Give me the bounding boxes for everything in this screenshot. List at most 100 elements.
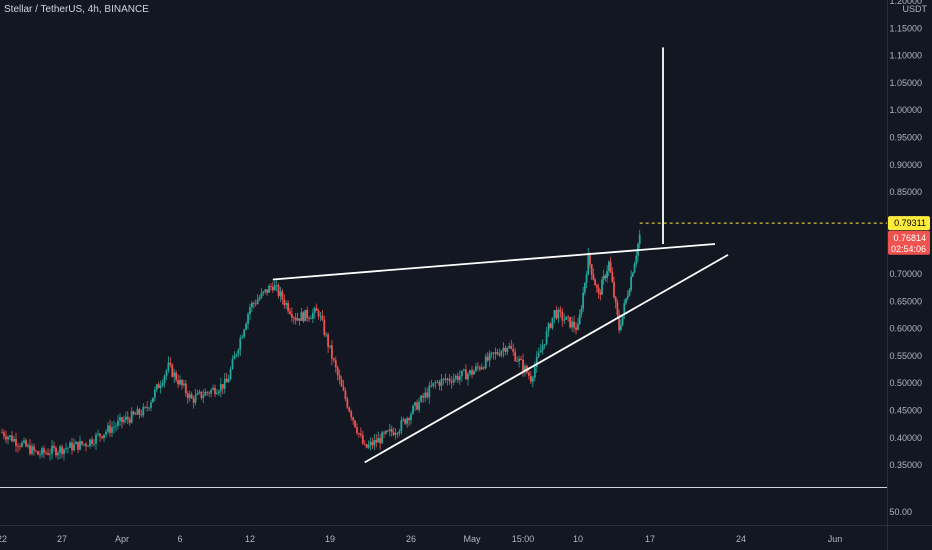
candle-body: [247, 314, 249, 324]
candle-body: [107, 425, 109, 432]
candle-body: [300, 312, 303, 321]
candle-body: [223, 378, 226, 389]
candle-body: [317, 310, 320, 317]
candle-body: [258, 297, 261, 300]
candle-body: [606, 271, 609, 278]
candle-body: [420, 395, 423, 402]
price-tick-label: 0.65000: [889, 296, 922, 306]
candle-body: [93, 443, 95, 445]
candle-body: [325, 334, 328, 336]
candle-body: [216, 393, 218, 395]
candle-body: [385, 430, 387, 434]
candle-body: [321, 315, 324, 320]
candle-body: [210, 389, 213, 394]
candle-body: [589, 253, 591, 265]
candle-body: [142, 406, 145, 416]
price-tick-label: 0.85000: [889, 187, 922, 197]
candle-body: [414, 402, 416, 406]
candles: [1, 229, 641, 461]
candle-body: [204, 391, 207, 396]
candle-body: [350, 411, 353, 418]
candle-body: [613, 281, 615, 298]
candle-body: [400, 420, 403, 432]
candle-body: [402, 419, 405, 421]
candle-body: [25, 440, 27, 447]
candle-body: [1, 432, 3, 434]
candle-body: [448, 378, 451, 382]
candle-body: [186, 393, 189, 399]
candle-body: [79, 441, 81, 450]
candle-body: [35, 450, 37, 452]
price-tick-label: 0.60000: [889, 324, 922, 334]
candle-body: [148, 407, 150, 409]
candle-body: [440, 379, 443, 386]
price-tick-label: 0.95000: [889, 133, 922, 143]
candle-body: [11, 435, 13, 442]
candle-body: [371, 441, 374, 446]
candle-body: [7, 436, 9, 440]
candle-body: [358, 433, 360, 434]
candle-body: [105, 431, 107, 435]
candle-body: [13, 438, 15, 442]
candle-body: [153, 389, 156, 398]
candle-body: [179, 380, 181, 385]
candle-body: [225, 378, 228, 383]
candle-body: [422, 395, 425, 398]
candle-body: [229, 369, 232, 379]
candle-body: [533, 367, 536, 378]
time-tick-label: 17: [645, 534, 655, 544]
candle-body: [557, 309, 560, 319]
candle-body: [616, 302, 619, 315]
candle-body: [583, 282, 586, 293]
candle-body: [221, 384, 224, 389]
candle-body: [559, 309, 562, 312]
candle-body: [555, 310, 558, 319]
candle-body: [155, 384, 158, 390]
symbol-header: Stellar / TetherUS, 4h, BINANCE: [4, 4, 149, 15]
candle-body: [580, 308, 583, 315]
candle-body: [27, 445, 29, 447]
candle-body: [524, 366, 526, 372]
candle-body: [91, 439, 93, 444]
candle-body: [633, 263, 636, 273]
candle-body: [212, 387, 214, 390]
candle-body: [549, 323, 552, 328]
candle-body: [522, 359, 524, 372]
candle-body: [311, 312, 314, 319]
candle-body: [249, 307, 251, 315]
candle-body: [551, 317, 554, 328]
candle-body: [595, 285, 598, 288]
candle-body: [252, 303, 255, 304]
candle-body: [563, 319, 566, 321]
candle-body: [418, 401, 421, 410]
candle-body: [99, 433, 101, 437]
candle-body: [198, 391, 201, 393]
candle-body: [577, 324, 579, 330]
candle-body: [424, 392, 427, 398]
candle-body: [87, 446, 89, 447]
candle-body: [460, 370, 463, 377]
candle-body: [529, 375, 532, 382]
candle-body: [506, 347, 509, 352]
candle-body: [119, 417, 121, 421]
candle-body: [53, 445, 55, 448]
candle-body: [163, 375, 166, 383]
candle-body: [383, 432, 385, 434]
candle-body: [446, 378, 449, 381]
candle-body: [363, 443, 366, 445]
candle-body: [233, 355, 236, 360]
candle-body: [65, 448, 67, 450]
time-tick-label: 22: [0, 534, 7, 544]
candle-body: [379, 437, 382, 444]
candle-body: [144, 406, 147, 408]
candle-body: [444, 378, 447, 381]
candle-body: [565, 316, 568, 320]
candle-body: [539, 350, 542, 353]
candle-body: [390, 429, 393, 433]
candle-body: [510, 346, 513, 349]
candle-body: [113, 426, 115, 428]
candle-body: [587, 253, 590, 275]
volume-axis-label: 50.00: [889, 507, 912, 517]
